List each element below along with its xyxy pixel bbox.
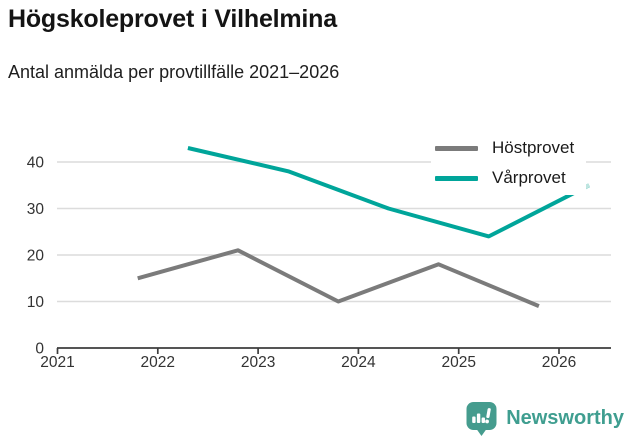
x-tick-label-2022: 2022 <box>141 354 175 371</box>
y-tick-label-40: 40 <box>27 155 45 172</box>
legend-label-hostprovet: Höstprovet <box>492 138 575 157</box>
x-tick-label-2023: 2023 <box>241 354 275 371</box>
legend-line-swatch-hostprovet <box>435 145 478 151</box>
chart-title: Högskoleprovet i Vilhelmina <box>8 5 337 33</box>
legend-item-varprovet: Vårprovet <box>435 163 574 193</box>
x-tick-label-2021: 2021 <box>40 354 74 371</box>
legend-line-swatch-varprovet <box>435 175 478 181</box>
chart-subtitle: Antal anmälda per provtillfälle 2021–202… <box>8 62 340 82</box>
y-tick-label-10: 10 <box>27 294 45 311</box>
x-tick-label-2024: 2024 <box>341 354 376 371</box>
legend-item-hostprovet: Höstprovet <box>435 133 574 163</box>
brand-name: Newsworthy <box>506 407 624 429</box>
y-tick-label-30: 30 <box>27 201 45 218</box>
x-tick-label-2025: 2025 <box>441 354 475 371</box>
newsworthy-brand: Newsworthy <box>466 401 624 436</box>
newsworthy-logo-icon <box>466 402 497 436</box>
y-tick-label-20: 20 <box>27 248 45 265</box>
series-line-0 <box>137 248 540 308</box>
y-tick-label-0: 0 <box>35 341 44 358</box>
legend: Höstprovet Vårprovet <box>431 131 587 195</box>
legend-label-varprovet: Vårprovet <box>492 168 566 187</box>
series-line-1 <box>187 146 591 239</box>
x-tick-label-2026: 2026 <box>542 354 576 371</box>
